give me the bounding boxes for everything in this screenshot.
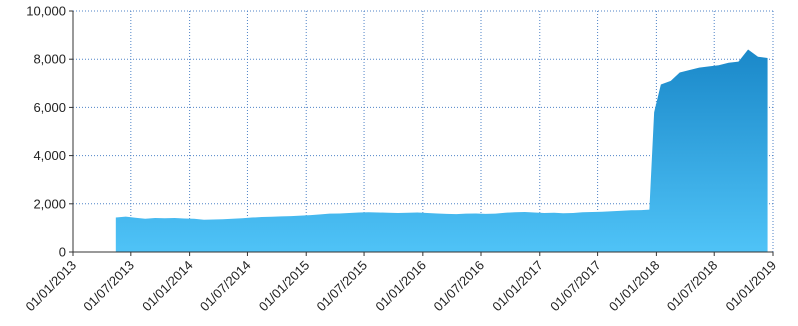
y-tick-label: 8,000 bbox=[33, 52, 66, 67]
x-tick-label: 01/07/2016 bbox=[430, 258, 487, 315]
x-tick-label: 01/07/2018 bbox=[664, 258, 721, 315]
x-axis-tick-labels: 01/01/2013 01/07/2013 01/01/2014 01/07/2014… bbox=[22, 258, 779, 315]
x-tick-label: 01/07/2017 bbox=[547, 258, 604, 315]
x-tick-label: 01/01/2018 bbox=[606, 258, 663, 315]
x-tick-label: 01/01/2017 bbox=[489, 258, 546, 315]
y-tick-label: 2,000 bbox=[33, 196, 66, 211]
x-tick-label: 01/07/2015 bbox=[314, 258, 371, 315]
x-tick-label: 01/07/2014 bbox=[197, 258, 254, 315]
y-tick-label: 4,000 bbox=[33, 148, 66, 163]
x-tick-label: 01/07/2013 bbox=[80, 258, 137, 315]
x-tick-label: 01/01/2019 bbox=[722, 258, 779, 315]
area-series bbox=[115, 49, 768, 253]
x-tick-label: 01/01/2015 bbox=[256, 258, 313, 315]
plot-area bbox=[115, 49, 768, 253]
x-tick-label: 01/01/2013 bbox=[22, 258, 79, 315]
x-tick-label: 01/01/2016 bbox=[372, 258, 429, 315]
x-tick-label: 01/01/2014 bbox=[139, 258, 196, 315]
y-axis-tick-labels: 0 2,000 4,000 6,000 8,000 10,000 bbox=[26, 4, 66, 260]
y-tick-label: 0 bbox=[59, 245, 66, 260]
y-tick-label: 6,000 bbox=[33, 100, 66, 115]
y-tick-label: 10,000 bbox=[26, 4, 66, 19]
axes bbox=[69, 10, 774, 256]
